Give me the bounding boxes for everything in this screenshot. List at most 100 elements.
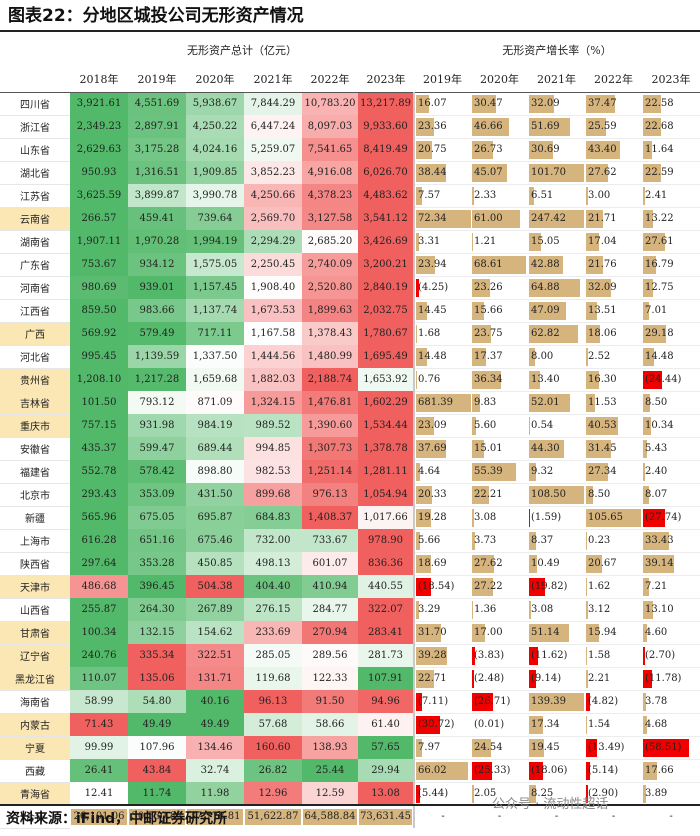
growth-bar — [643, 94, 661, 113]
growth-cell: 7.01 — [642, 299, 700, 323]
total-value-cell: 1,908.40 — [244, 276, 302, 299]
total-value-cell: 107.96 — [128, 736, 186, 759]
total-value-cell: 293.43 — [70, 483, 128, 506]
growth-value: 16.30 — [588, 373, 617, 385]
province-name: 四川省 — [0, 92, 70, 116]
year-header: 2020年 — [186, 66, 244, 93]
total-value-cell: 270.94 — [302, 621, 358, 644]
growth-bar — [472, 393, 480, 412]
growth-bar — [416, 669, 434, 688]
total-value-cell: 1,316.51 — [128, 161, 186, 184]
growth-bar — [416, 416, 435, 435]
growth-bar — [416, 761, 468, 780]
growth-bar — [416, 439, 446, 458]
growth-value: 15.01 — [474, 442, 503, 454]
total-value-cell: 1,281.11 — [358, 460, 415, 483]
growth-value: 3.73 — [474, 534, 497, 546]
growth-value: (5.14) — [588, 764, 619, 776]
growth-cell: 21.76 — [585, 253, 643, 277]
growth-cell: 21.71 — [585, 207, 643, 231]
growth-cell: (13.49) — [585, 736, 643, 760]
total-value-cell: 3,200.21 — [358, 253, 415, 276]
total-value-cell: 1,659.68 — [186, 368, 244, 391]
growth-bar — [472, 784, 474, 803]
total-value-cell: 1,970.28 — [128, 230, 186, 253]
corner-cell — [0, 34, 70, 66]
growth-bar — [586, 462, 608, 481]
total-value-cell: 1,408.37 — [302, 506, 358, 529]
growth-cell: (2.90) — [585, 782, 643, 806]
growth-cell: 30.69 — [528, 138, 586, 162]
total-value-cell: 984.19 — [186, 414, 244, 437]
table-row: 广东省 753.67 934.12 1,575.05 2,250.45 2,740.09 3… — [0, 253, 700, 277]
growth-cell: 101.70 — [528, 161, 586, 185]
negative-growth-bar — [416, 692, 422, 711]
growth-value: 1.54 — [588, 718, 611, 730]
total-value-cell: 934.12 — [128, 253, 186, 276]
growth-value: 39.28 — [418, 649, 447, 661]
growth-bar — [529, 347, 536, 366]
growth-cell: 1.36 — [471, 598, 529, 622]
total-value-cell: 297.64 — [70, 552, 128, 575]
growth-value: 23.09 — [418, 419, 447, 431]
growth-bar — [529, 439, 564, 458]
growth-bar — [586, 485, 593, 504]
growth-value: 27.62 — [588, 166, 617, 178]
total-value-cell: 43.84 — [128, 759, 186, 782]
growth-cell: 13.51 — [585, 299, 643, 323]
total-value-cell: 49.49 — [128, 713, 186, 736]
growth-cell: 1.54 — [585, 713, 643, 737]
growth-value: 36.34 — [474, 373, 503, 385]
growth-cell: 23.36 — [413, 115, 472, 139]
total-value-cell: 281.73 — [358, 644, 415, 667]
growth-cell: (58.51) — [642, 736, 700, 760]
table-row: 浙江省 2,349.23 2,897.91 4,250.22 6,447.24 8,097… — [0, 115, 700, 139]
growth-cell: (11.78) — [642, 667, 700, 691]
growth-bar — [416, 370, 417, 389]
growth-bar — [586, 646, 588, 665]
province-name: 河南省 — [0, 276, 70, 300]
growth-value: 33.43 — [645, 534, 674, 546]
growth-cell: 3.00 — [585, 184, 643, 208]
growth-cell: 6.51 — [528, 184, 586, 208]
growth-bar — [472, 186, 474, 205]
growth-bar — [472, 531, 475, 550]
growth-cell: 14.48 — [642, 345, 700, 369]
growth-value: 31.45 — [588, 442, 617, 454]
total-value-cell: 396.45 — [128, 575, 186, 598]
growth-value: 4.64 — [418, 465, 441, 477]
total-value-cell: 322.07 — [358, 598, 415, 621]
growth-bar — [529, 600, 532, 619]
negative-growth-bar — [416, 278, 420, 297]
growth-cell: 37.69 — [413, 437, 472, 461]
growth-value: 24.54 — [474, 741, 503, 753]
table-row: 江苏省 3,625.59 3,899.87 3,990.78 4,250.66 4,378… — [0, 184, 700, 208]
table-row: 河北省 995.45 1,139.59 1,337.50 1,444.56 1,480.9… — [0, 345, 700, 369]
growth-cell: (4.25) — [413, 276, 472, 300]
growth-value: 7.57 — [418, 189, 441, 201]
total-value-cell: 2,032.75 — [358, 299, 415, 322]
province-name: 吉林省 — [0, 391, 70, 415]
growth-bar — [472, 485, 490, 504]
growth-cell: 681.39 — [413, 391, 472, 415]
growth-cell: 8.50 — [585, 483, 643, 507]
growth-bar — [416, 600, 419, 619]
total-value-cell: 983.66 — [128, 299, 186, 322]
growth-cell: (1.59) — [528, 506, 586, 530]
growth-value: 44.30 — [531, 442, 560, 454]
total-value-cell: 739.64 — [186, 207, 244, 230]
total-value-cell: 2,569.70 — [244, 207, 302, 230]
growth-bar — [643, 531, 670, 550]
growth-cell: 2.21 — [585, 667, 643, 691]
total-value-cell: 1,444.56 — [244, 345, 302, 368]
province-name: 山西省 — [0, 598, 70, 622]
table-title: 图表22：分地区城投公司无形资产情况 — [0, 0, 700, 32]
growth-value: (27.74) — [645, 511, 682, 523]
total-value-cell: 134.46 — [186, 736, 244, 759]
growth-cell: 2.33 — [471, 184, 529, 208]
growth-cell: 5.43 — [642, 437, 700, 461]
growth-cell: 24.54 — [471, 736, 529, 760]
total-value-cell: 2,840.19 — [358, 276, 415, 299]
growth-cell: 33.43 — [642, 529, 700, 553]
growth-value: 2.52 — [588, 350, 611, 362]
